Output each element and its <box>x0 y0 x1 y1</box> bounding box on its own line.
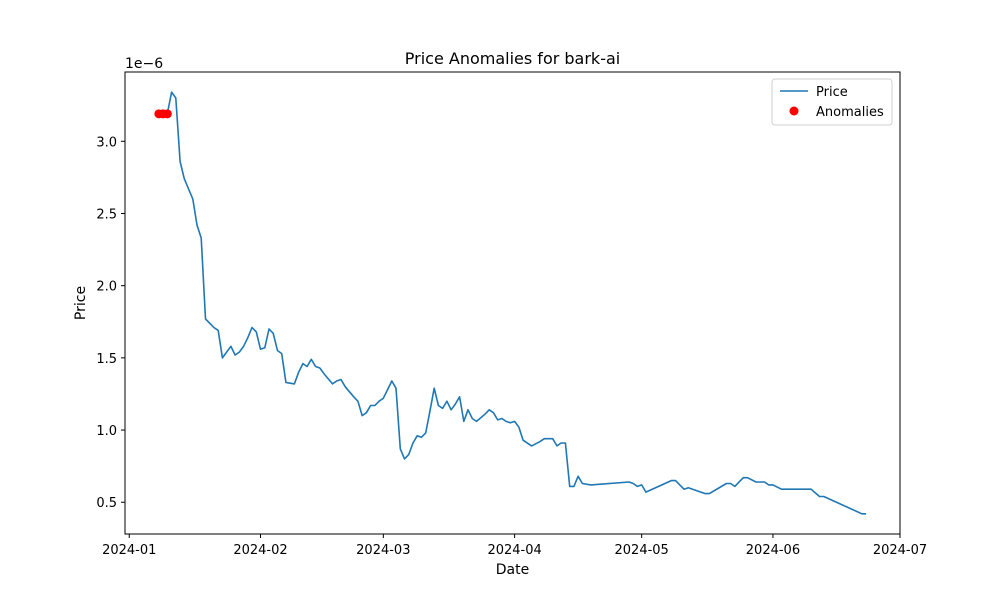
legend-swatch-anomalies <box>789 106 799 116</box>
legend-label: Price <box>816 85 848 100</box>
x-tick-label: 2024-06 <box>746 543 800 558</box>
legend-label: Anomalies <box>816 105 884 120</box>
x-tick-label: 2024-04 <box>487 543 541 558</box>
x-axis-label: Date <box>496 562 529 578</box>
y-axis-offset-label: 1e−6 <box>125 56 163 72</box>
legend: Price Anomalies <box>771 78 893 126</box>
y-tick-label: 1.5 <box>96 352 117 367</box>
y-tick-label: 1.0 <box>96 424 117 439</box>
y-tick-label: 2.0 <box>96 280 117 295</box>
x-axis-ticks: 2024-01 2024-02 2024-03 2024-04 2024-05 2024-… <box>102 534 927 558</box>
x-tick-label: 2024-05 <box>615 543 669 558</box>
x-tick-label: 2024-01 <box>102 543 156 558</box>
x-tick-label: 2024-03 <box>356 543 410 558</box>
y-tick-label: 0.5 <box>96 496 117 511</box>
series-layer <box>154 91 867 515</box>
y-tick-label: 3.0 <box>96 135 117 150</box>
anomaly-point <box>162 109 172 119</box>
y-axis-label: Price <box>73 286 89 320</box>
x-tick-label: 2024-07 <box>873 543 927 558</box>
y-tick-label: 2.5 <box>96 207 117 222</box>
y-axis-ticks: 0.5 1.0 1.5 2.0 2.5 3.0 <box>96 135 125 511</box>
x-tick-label: 2024-02 <box>233 543 287 558</box>
price-line <box>158 91 867 515</box>
chart-title: Price Anomalies for bark-ai <box>405 49 620 68</box>
axes-frame <box>124 71 901 535</box>
plot-area <box>124 71 901 535</box>
